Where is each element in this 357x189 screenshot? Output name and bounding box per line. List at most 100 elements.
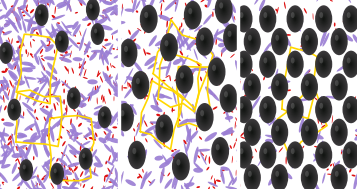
Ellipse shape [159,0,170,3]
Circle shape [238,10,250,28]
Ellipse shape [7,85,9,91]
Ellipse shape [1,153,7,168]
Ellipse shape [102,50,108,61]
Circle shape [161,123,168,134]
Circle shape [277,129,282,136]
Circle shape [318,10,330,28]
Ellipse shape [160,43,167,53]
Ellipse shape [125,179,136,186]
Ellipse shape [110,118,111,123]
Ellipse shape [87,22,91,26]
Ellipse shape [155,100,159,105]
Circle shape [277,128,282,137]
Ellipse shape [66,105,67,112]
Ellipse shape [88,10,90,12]
Circle shape [262,55,273,73]
Ellipse shape [30,9,34,13]
Circle shape [129,142,145,168]
Ellipse shape [66,130,70,133]
Circle shape [139,83,142,87]
Ellipse shape [230,145,232,149]
Ellipse shape [20,45,23,48]
Ellipse shape [16,41,20,43]
Ellipse shape [268,84,276,89]
Ellipse shape [144,96,146,100]
Circle shape [137,79,144,91]
Circle shape [272,30,287,53]
Circle shape [128,52,129,54]
Ellipse shape [84,168,92,171]
Ellipse shape [334,22,336,27]
Circle shape [8,100,21,120]
Circle shape [245,29,260,54]
Circle shape [336,82,342,91]
Ellipse shape [59,135,62,139]
Circle shape [178,69,191,90]
Circle shape [247,169,258,187]
Ellipse shape [303,180,307,189]
Ellipse shape [124,104,134,111]
Ellipse shape [93,124,102,129]
Ellipse shape [314,182,321,189]
Circle shape [187,7,198,23]
Circle shape [274,123,285,141]
Ellipse shape [9,43,16,61]
Ellipse shape [121,55,123,62]
Ellipse shape [19,5,26,9]
Circle shape [259,141,276,169]
Circle shape [146,14,152,24]
Ellipse shape [4,90,9,100]
Circle shape [72,96,76,101]
Ellipse shape [232,176,238,185]
Circle shape [69,91,79,106]
Circle shape [96,32,99,36]
Circle shape [275,34,285,50]
Circle shape [144,11,154,27]
Circle shape [350,63,352,65]
Circle shape [225,26,240,50]
Ellipse shape [69,187,79,189]
Ellipse shape [44,112,50,131]
Circle shape [237,54,250,74]
Ellipse shape [2,181,4,185]
Ellipse shape [192,42,197,45]
Ellipse shape [320,120,322,125]
Circle shape [307,128,312,137]
Ellipse shape [238,28,245,38]
Circle shape [317,98,331,121]
Ellipse shape [12,85,14,89]
Ellipse shape [320,141,323,152]
Ellipse shape [4,143,5,148]
Ellipse shape [134,75,136,79]
Ellipse shape [117,169,123,177]
Circle shape [196,27,213,56]
Circle shape [264,104,271,115]
Ellipse shape [117,126,124,136]
Circle shape [277,37,282,46]
Circle shape [263,57,267,64]
Circle shape [245,120,260,145]
Circle shape [41,14,42,16]
Circle shape [175,157,187,176]
Ellipse shape [50,183,54,189]
Circle shape [21,163,31,177]
Ellipse shape [119,57,122,60]
Circle shape [334,170,344,186]
Circle shape [248,125,252,132]
Ellipse shape [122,4,123,10]
Ellipse shape [160,45,168,49]
Ellipse shape [343,13,356,20]
Ellipse shape [47,37,50,42]
Circle shape [241,105,247,114]
Ellipse shape [85,16,98,21]
Circle shape [250,173,255,182]
Ellipse shape [223,111,226,114]
Ellipse shape [187,38,197,50]
Ellipse shape [77,112,78,120]
Circle shape [223,24,241,52]
Ellipse shape [115,135,117,140]
Ellipse shape [212,8,226,10]
Ellipse shape [251,68,253,71]
Ellipse shape [165,0,177,11]
Ellipse shape [166,22,174,33]
